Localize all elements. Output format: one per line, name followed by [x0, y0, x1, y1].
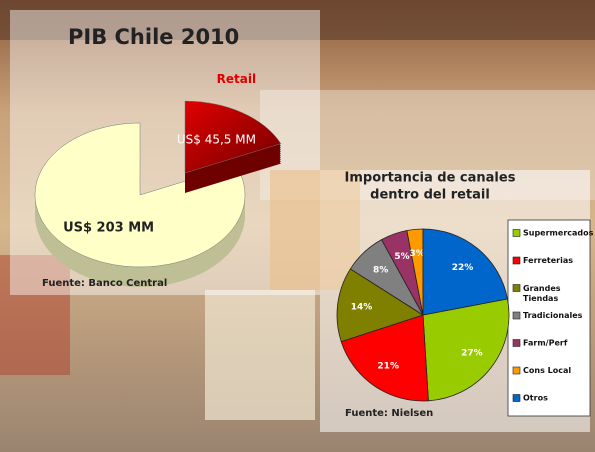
chart-title: PIB Chile 2010 — [68, 25, 239, 49]
value-label: 3% — [410, 249, 425, 259]
legend-swatch — [513, 367, 520, 374]
legend-label: Ferreterias — [523, 256, 573, 265]
legend-label: Farm/Perf — [523, 339, 568, 348]
value-label: 8% — [373, 265, 388, 275]
value-label: 5% — [394, 252, 409, 262]
value-label: 21% — [377, 362, 399, 372]
category-label: Retail — [217, 72, 256, 86]
legend-label: Cons Local — [523, 366, 571, 375]
source-note: Fuente: Nielsen — [345, 408, 433, 419]
sacks — [205, 290, 315, 420]
value-label: 14% — [351, 303, 373, 313]
legend-swatch — [513, 230, 520, 237]
legend-swatch — [513, 312, 520, 319]
legend-swatch — [513, 285, 520, 292]
slide: PIB Chile 2010 US$ 203 MM US$ 45,5 MM Retai… — [0, 0, 595, 452]
legend-swatch — [513, 340, 520, 347]
legend-label: Tradicionales — [523, 311, 583, 320]
legend-swatch — [513, 395, 520, 402]
chart-title: dentro del retail — [370, 188, 490, 203]
chart-title: Importancia de canales — [345, 171, 516, 186]
legend-swatch — [513, 257, 520, 264]
legend-label: Supermercados — [523, 229, 594, 238]
value-label: US$ 203 MM — [63, 221, 154, 236]
source-note: Fuente: Banco Central — [42, 278, 167, 289]
value-label: 27% — [461, 348, 483, 358]
value-label: US$ 45,5 MM — [177, 132, 256, 146]
legend-label: Otros — [523, 394, 548, 403]
value-label: 22% — [452, 263, 474, 273]
